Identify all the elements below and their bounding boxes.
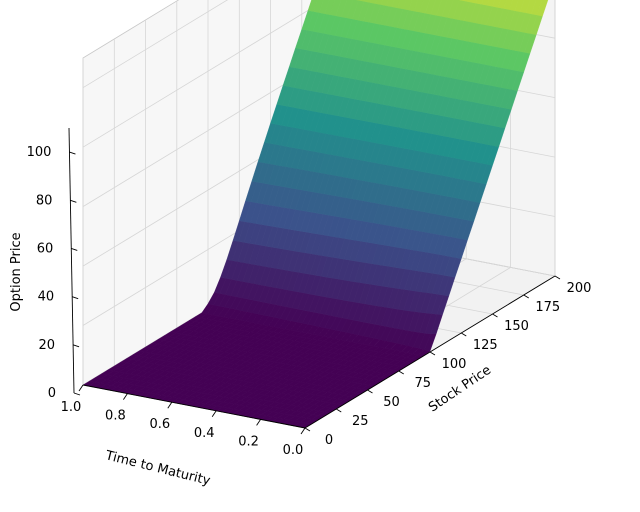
surface-patch xyxy=(408,0,419,12)
surface-patch xyxy=(508,0,519,11)
surface-patch xyxy=(514,0,525,13)
surface-patch xyxy=(369,0,377,4)
y-tick-mark xyxy=(211,410,217,418)
y-tick-label: 0.6 xyxy=(149,417,170,432)
z-tick-label: 40 xyxy=(38,290,55,305)
z-tick-mark xyxy=(71,248,78,251)
y-tick-label: 0.0 xyxy=(283,443,304,458)
time-ticks: 1.0 0.8 0.6 0.4 0.2 0.0 xyxy=(61,384,306,458)
z-tick-label: 100 xyxy=(27,145,52,160)
surface-patch xyxy=(358,0,365,2)
y-axis-line xyxy=(82,384,306,429)
y-tick-mark xyxy=(167,401,173,409)
x-tick-mark xyxy=(523,294,529,299)
z-tick-mark xyxy=(72,344,80,348)
surface-patch xyxy=(307,0,318,12)
x-tick-label: 175 xyxy=(535,300,560,315)
x-tick-mark xyxy=(367,389,373,394)
x-tick-mark xyxy=(554,275,561,280)
surface-patch xyxy=(481,0,489,6)
y-tick-label: 0.8 xyxy=(105,409,126,424)
z-tick-label: 20 xyxy=(39,338,56,353)
option-price-ticks: 0 20 40 60 80 100 xyxy=(27,145,81,401)
y-axis-label: Time to Maturity xyxy=(103,448,212,489)
x-tick-label: 75 xyxy=(414,376,431,391)
x-tick-mark xyxy=(492,313,498,318)
x-tick-mark xyxy=(429,351,436,356)
z-tick-label: 80 xyxy=(36,193,53,208)
option-price-surface xyxy=(82,0,549,429)
surface-patch xyxy=(380,0,389,6)
y-tick-label: 1.0 xyxy=(61,400,82,415)
z-tick-mark xyxy=(73,392,81,396)
x-tick-label: 125 xyxy=(473,338,498,353)
surface-patch xyxy=(503,0,513,10)
x-tick-mark xyxy=(461,332,467,337)
x-tick-label: 200 xyxy=(567,281,592,296)
surface-patch xyxy=(497,0,507,9)
x-tick-label: 100 xyxy=(442,357,467,372)
x-tick-label: 50 xyxy=(383,395,400,410)
x-tick-label: 25 xyxy=(352,414,369,429)
surface-patch xyxy=(459,0,466,2)
y-tick-mark xyxy=(300,427,306,435)
z-tick-mark xyxy=(72,296,79,300)
z-tick-mark xyxy=(70,199,77,203)
z-axis-line xyxy=(68,127,75,394)
x-tick-mark xyxy=(304,427,311,432)
surface-patch xyxy=(486,0,495,7)
stock-price-ticks: 0 25 50 75 100 125 150 175 200 xyxy=(304,275,592,448)
surface-patch xyxy=(536,0,549,17)
surface-patch xyxy=(375,0,383,5)
y-tick-mark xyxy=(78,384,84,392)
x-tick-label: 150 xyxy=(504,319,529,334)
surface-patch xyxy=(397,0,407,10)
x-tick-label: 0 xyxy=(325,433,333,448)
x-tick-mark xyxy=(336,408,342,413)
surface-patch xyxy=(464,0,472,3)
y-tick-mark xyxy=(123,393,128,400)
y-tick-mark xyxy=(256,419,261,426)
surface-patch xyxy=(470,0,478,4)
z-tick-label: 0 xyxy=(48,386,56,401)
surface-patch xyxy=(363,0,371,3)
z-tick-mark xyxy=(69,151,76,155)
z-axis-label: Option Price xyxy=(9,232,24,311)
z-tick-label: 60 xyxy=(37,241,54,256)
y-tick-label: 0.4 xyxy=(194,426,215,441)
surface-patch xyxy=(402,0,413,11)
surface-patch xyxy=(413,0,424,13)
surface-patch xyxy=(475,0,484,5)
x-tick-mark xyxy=(398,370,404,375)
grid-line-price xyxy=(82,0,229,89)
y-tick-label: 0.2 xyxy=(238,434,259,449)
surface-patch xyxy=(386,0,395,8)
